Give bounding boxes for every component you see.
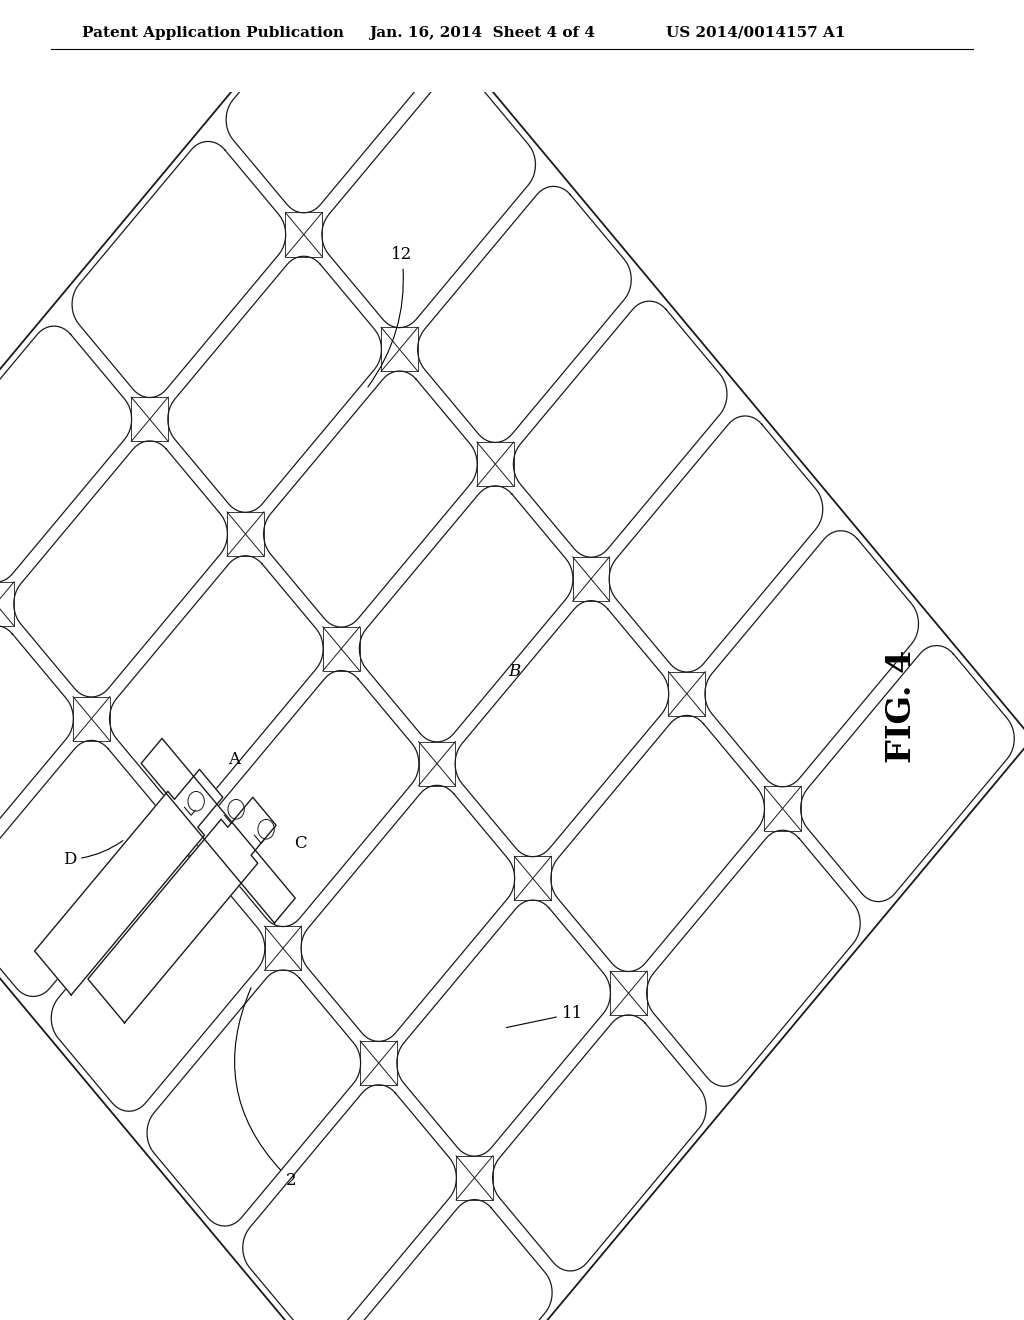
Text: Jan. 16, 2014  Sheet 4 of 4: Jan. 16, 2014 Sheet 4 of 4 xyxy=(369,26,595,40)
Text: C: C xyxy=(295,834,307,851)
Polygon shape xyxy=(88,797,276,1023)
Polygon shape xyxy=(301,785,515,1041)
Polygon shape xyxy=(0,741,169,997)
Polygon shape xyxy=(493,1015,707,1271)
Text: FIG. 4: FIG. 4 xyxy=(885,649,918,763)
Polygon shape xyxy=(72,141,286,397)
Polygon shape xyxy=(359,486,573,742)
Polygon shape xyxy=(513,301,727,557)
Polygon shape xyxy=(147,970,360,1226)
Polygon shape xyxy=(0,326,132,582)
Polygon shape xyxy=(0,626,74,882)
Polygon shape xyxy=(551,715,765,972)
Text: Patent Application Publication: Patent Application Publication xyxy=(82,26,344,40)
Polygon shape xyxy=(13,441,227,697)
Polygon shape xyxy=(396,900,610,1156)
Polygon shape xyxy=(339,1200,552,1320)
Text: B: B xyxy=(508,663,520,680)
Polygon shape xyxy=(226,0,439,213)
Polygon shape xyxy=(705,531,919,787)
Polygon shape xyxy=(205,671,419,927)
Polygon shape xyxy=(141,738,295,923)
Text: A: A xyxy=(227,751,240,768)
Polygon shape xyxy=(801,645,1015,902)
Polygon shape xyxy=(168,256,382,512)
Polygon shape xyxy=(51,855,265,1111)
Text: D: D xyxy=(62,841,123,869)
Polygon shape xyxy=(110,556,324,812)
Polygon shape xyxy=(455,601,669,857)
Polygon shape xyxy=(35,770,223,995)
Text: US 2014/0014157 A1: US 2014/0014157 A1 xyxy=(666,26,845,40)
Polygon shape xyxy=(609,416,822,672)
Text: 2: 2 xyxy=(234,987,296,1189)
Polygon shape xyxy=(322,71,536,327)
Polygon shape xyxy=(263,371,477,627)
Text: 11: 11 xyxy=(506,1005,583,1027)
Polygon shape xyxy=(243,1085,457,1320)
Polygon shape xyxy=(646,830,860,1086)
Polygon shape xyxy=(418,186,631,442)
Text: 12: 12 xyxy=(368,247,413,387)
